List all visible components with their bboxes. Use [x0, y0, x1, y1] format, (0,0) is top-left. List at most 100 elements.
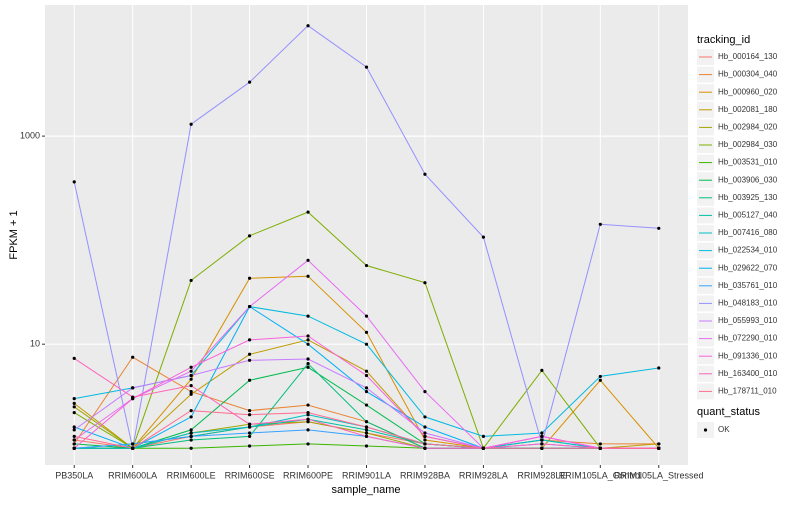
legend-label: Hb_000960_020: [718, 87, 778, 96]
data-point: [247, 80, 252, 84]
data-point: [247, 352, 252, 356]
legend-key: [703, 428, 708, 432]
data-point: [189, 431, 193, 435]
x-tick-label: RRIM600LE: [167, 470, 216, 480]
legend-label: Hb_035761_010: [718, 281, 778, 290]
x-tick-label: RRIM600SE: [225, 470, 275, 480]
data-point: [189, 373, 193, 378]
legend-label: Hb_029622_070: [718, 263, 778, 272]
data-point: [423, 172, 427, 176]
data-point: [189, 390, 193, 394]
data-point: [131, 355, 135, 359]
legend-label: Hb_000164_130: [718, 52, 778, 61]
data-point: [540, 368, 544, 372]
y-tick-label: 10: [30, 339, 40, 349]
data-point: [306, 274, 310, 278]
data-point: [540, 434, 544, 438]
legend-label: Hb_055993_010: [718, 316, 778, 325]
legend-label: OK: [718, 425, 730, 434]
legend-label: Hb_007416_080: [718, 228, 778, 237]
data-point: [423, 446, 427, 450]
legend-label: Hb_002984_030: [718, 140, 778, 149]
data-point: [364, 369, 369, 373]
data-point: [423, 415, 427, 419]
x-tick-label: PB350LA: [55, 470, 93, 480]
data-point: [306, 342, 310, 346]
data-point: [657, 446, 661, 450]
x-tick-label: RRIM600LA: [108, 470, 157, 480]
data-point: [72, 411, 76, 415]
data-point: [247, 276, 252, 280]
data-point: [598, 378, 602, 382]
data-point: [423, 434, 427, 438]
data-point: [364, 420, 369, 424]
legend-label: Hb_003531_010: [718, 158, 778, 167]
data-point: [364, 431, 369, 435]
data-point: [423, 438, 427, 442]
legend-label: Hb_163400_010: [718, 369, 778, 378]
data-point: [247, 338, 252, 342]
legend-title: tracking_id: [697, 34, 750, 46]
data-point: [72, 401, 76, 405]
data-point: [306, 365, 310, 369]
data-point: [189, 446, 193, 450]
data-point: [306, 357, 310, 361]
data-point: [131, 442, 135, 446]
data-point: [306, 362, 310, 366]
data-point: [189, 428, 193, 432]
data-point: [657, 366, 661, 370]
data-point: [247, 378, 252, 382]
data-point: [247, 425, 252, 429]
data-point: [189, 383, 193, 388]
data-point: [423, 390, 427, 394]
data-point: [72, 442, 76, 446]
legend-label: Hb_002984_020: [718, 123, 778, 132]
data-point: [72, 396, 76, 401]
data-point: [540, 446, 544, 450]
data-point: [423, 281, 427, 285]
data-point: [189, 434, 193, 438]
data-point: [598, 374, 602, 379]
data-point: [306, 428, 310, 432]
y-axis-label: FPKM + 1: [8, 210, 20, 259]
x-tick-label: RRIM105LA_Stressed: [614, 470, 704, 480]
data-point: [364, 444, 369, 448]
data-point: [189, 369, 193, 373]
legend-label: Hb_005127_040: [718, 211, 778, 220]
data-point: [189, 415, 193, 419]
data-point: [364, 342, 369, 346]
data-point: [598, 446, 602, 450]
legend-label: Hb_022534_010: [718, 246, 778, 255]
legend-label: Hb_072290_010: [718, 334, 778, 343]
legend-label: Hb_002081_180: [718, 105, 778, 114]
data-point: [364, 386, 369, 390]
data-point: [247, 413, 252, 417]
data-point: [306, 258, 310, 262]
data-point: [364, 314, 369, 318]
data-point: [540, 438, 544, 442]
data-point: [306, 334, 310, 338]
data-point: [481, 446, 486, 450]
data-point: [189, 438, 193, 442]
legend-label: Hb_003925_130: [718, 193, 778, 202]
data-point: [423, 442, 427, 446]
data-point: [189, 392, 193, 396]
data-point: [72, 425, 76, 429]
x-axis-label: sample_name: [331, 484, 400, 496]
data-point: [306, 314, 310, 318]
data-point: [247, 234, 252, 238]
data-point: [423, 425, 427, 429]
data-point: [189, 365, 193, 369]
data-point: [306, 210, 310, 214]
data-point: [131, 446, 135, 450]
data-point: [364, 428, 369, 432]
data-point: [364, 390, 369, 394]
x-tick-label: RRIM928BA: [400, 470, 450, 480]
data-point: [131, 395, 135, 399]
legend-label: Hb_000304_040: [718, 70, 778, 79]
data-point: [247, 304, 252, 309]
data-point: [72, 180, 76, 184]
data-point: [306, 24, 310, 28]
data-point: [364, 263, 369, 268]
